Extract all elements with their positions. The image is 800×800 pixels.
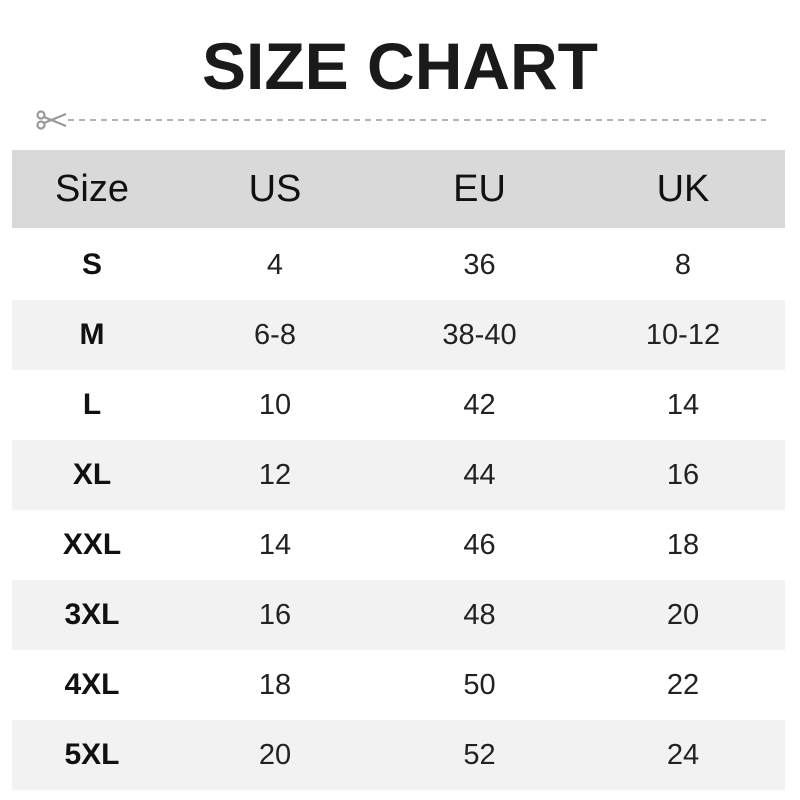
cell-uk: 16 <box>666 458 700 491</box>
cell-size: S <box>81 248 102 281</box>
scissors-icon <box>36 110 67 130</box>
cell-eu: 46 <box>463 528 496 561</box>
table-row: M 6-8 38-40 10-12 <box>12 300 785 370</box>
cell-uk: 18 <box>666 528 700 561</box>
cell-size: 4XL <box>64 668 120 701</box>
cell-uk: 8 <box>674 248 692 281</box>
table-row: 3XL 16 48 20 <box>12 580 785 650</box>
cell-us: 18 <box>258 668 292 701</box>
cell-eu: 42 <box>463 388 496 421</box>
cell-eu: 44 <box>463 458 496 491</box>
cell-eu: 50 <box>463 668 496 701</box>
cell-uk: 22 <box>666 668 700 701</box>
cell-eu: 52 <box>463 738 496 771</box>
cell-uk: 20 <box>666 598 700 631</box>
page-title: SIZE CHART <box>202 29 598 103</box>
cell-us: 10 <box>258 388 292 421</box>
cell-eu: 36 <box>463 248 496 281</box>
cell-size: 3XL <box>64 598 120 631</box>
cell-size: XL <box>72 458 112 491</box>
cell-size: M <box>79 318 105 351</box>
cell-us: 16 <box>258 598 292 631</box>
cell-us: 6-8 <box>254 318 296 351</box>
cell-us: 12 <box>258 458 292 491</box>
table-row: L 10 42 14 <box>12 370 785 440</box>
cell-uk: 10-12 <box>645 318 721 351</box>
table-row: S 4 36 8 <box>12 230 785 300</box>
table-row: 4XL 18 50 22 <box>12 650 785 720</box>
header-us: US <box>248 167 302 210</box>
cell-us: 20 <box>258 738 292 771</box>
size-table: Size US EU UK S 4 36 8 M 6-8 38-40 10-12 L 10 42 14… <box>12 150 785 790</box>
cell-size: L <box>82 388 102 421</box>
cell-size: 5XL <box>64 738 120 771</box>
cell-us: 4 <box>266 248 284 281</box>
cell-eu: 48 <box>463 598 496 631</box>
cell-uk: 14 <box>666 388 700 421</box>
table-row: XXL 14 46 18 <box>12 510 785 580</box>
header-eu: EU <box>453 167 506 210</box>
header-size: Size <box>55 167 129 210</box>
cell-eu: 38-40 <box>442 318 517 351</box>
cell-size: XXL <box>62 528 122 561</box>
cell-us: 14 <box>258 528 292 561</box>
table-row: 5XL 20 52 24 <box>12 720 785 790</box>
cut-line <box>36 110 766 130</box>
header-uk: UK <box>656 167 710 210</box>
table-header-row: Size US EU UK <box>12 150 785 228</box>
cell-uk: 24 <box>666 738 700 771</box>
table-row: XL 12 44 16 <box>12 440 785 510</box>
